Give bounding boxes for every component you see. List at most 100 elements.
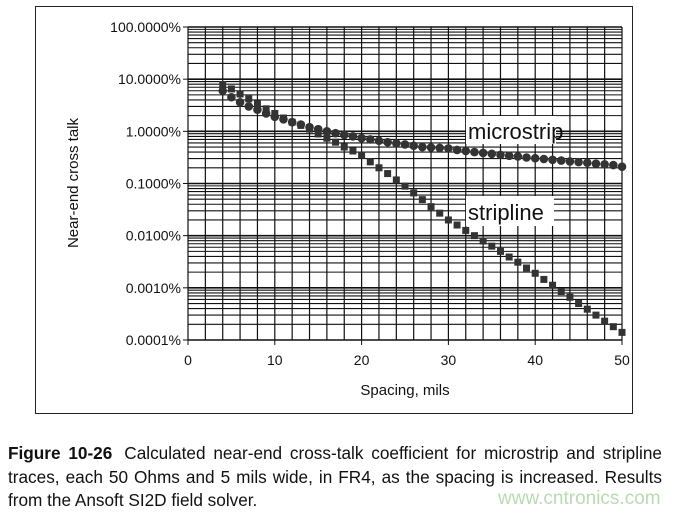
- stripline-point: [618, 328, 626, 336]
- microstrip-point: [496, 150, 505, 160]
- microstrip-point: [582, 158, 592, 168]
- stripline-point: [575, 300, 583, 308]
- x-tick-label: 20: [354, 352, 370, 368]
- stripline-point: [314, 130, 322, 138]
- microstrip-point: [478, 148, 488, 158]
- stripline-point: [514, 258, 522, 266]
- figure-caption: Figure 10-26 Calculated near-end cross-ta…: [8, 442, 662, 513]
- stripline-point: [557, 288, 565, 296]
- microstrip-point: [235, 98, 245, 107]
- stripline-label: stripline: [468, 200, 544, 225]
- stripline-point: [323, 134, 331, 142]
- stripline-point: [384, 170, 392, 178]
- data-marks: [218, 81, 627, 336]
- stripline-point: [297, 121, 305, 129]
- stripline-point: [453, 221, 461, 229]
- stripline-point: [340, 143, 348, 151]
- stripline-point: [549, 281, 557, 289]
- y-tick-label: 0.0010%: [126, 280, 181, 296]
- microstrip-point: [357, 133, 366, 143]
- stripline-point: [262, 105, 270, 113]
- stripline-point: [566, 293, 574, 301]
- microstrip-point: [556, 156, 566, 165]
- microstrip-label: microstrip: [468, 119, 563, 144]
- stripline-point: [279, 114, 287, 122]
- chart: 0.0001% 0.0010% 0.0100% 0.1000% 1.0000% 10.00…: [65, 19, 630, 399]
- stripline-point: [219, 81, 227, 89]
- microstrip-point: [591, 159, 601, 168]
- microstrip-point: [565, 157, 575, 166]
- microstrip-point: [409, 141, 418, 151]
- stripline-point: [531, 269, 539, 277]
- stripline-point: [253, 100, 261, 108]
- microstrip-point: [435, 143, 445, 153]
- stripline-point: [496, 247, 504, 255]
- microstrip-point: [322, 127, 332, 136]
- stripline-point: [366, 158, 374, 166]
- x-axis-label: Spacing, mils: [360, 382, 449, 399]
- stripline-point: [609, 323, 617, 331]
- stripline-point: [358, 151, 366, 159]
- watermark: www.cntronics.com: [498, 488, 661, 509]
- stripline-point: [583, 305, 591, 313]
- tick-labels: 0.0001% 0.0010% 0.0100% 0.1000% 1.0000% 10.00…: [110, 19, 630, 368]
- microstrip-point: [574, 157, 583, 167]
- x-tick-label: 40: [527, 352, 543, 368]
- microstrip-point: [392, 138, 401, 148]
- microstrip-point: [400, 140, 410, 149]
- caption-label: Figure 10-26: [8, 443, 113, 463]
- stripline-point: [271, 109, 279, 117]
- microstrip-point: [513, 152, 523, 161]
- stripline-point: [479, 237, 487, 245]
- stripline-point: [332, 138, 340, 146]
- microstrip-point: [339, 130, 349, 140]
- stripline-point: [540, 275, 548, 283]
- stripline-point: [436, 209, 444, 217]
- microstrip-point: [600, 160, 609, 169]
- stripline-point: [505, 253, 513, 261]
- x-tick-label: 50: [614, 352, 630, 368]
- stripline-point: [392, 176, 400, 184]
- stripline-point: [470, 232, 478, 240]
- microstrip-point: [522, 153, 531, 162]
- stripline-point: [349, 147, 357, 155]
- microstrip-point: [470, 147, 479, 157]
- y-tick-label: 0.0001%: [126, 332, 181, 348]
- microstrip-point: [504, 151, 514, 161]
- caption-text: Calculated near-end cross-talk coefficie…: [8, 443, 662, 510]
- stripline-point: [410, 189, 418, 197]
- microstrip-point: [539, 154, 549, 164]
- x-tick-label: 0: [184, 352, 192, 368]
- y-tick-label: 0.0100%: [126, 228, 181, 244]
- stripline-point: [418, 196, 426, 204]
- y-tick-label: 10.0000%: [118, 71, 181, 87]
- stripline-point: [227, 85, 235, 93]
- stripline-point: [523, 264, 531, 272]
- stripline-point: [306, 125, 314, 133]
- microstrip-point: [418, 142, 427, 152]
- microstrip-point: [383, 137, 392, 147]
- stripline-point: [444, 216, 452, 224]
- microstrip-point: [617, 162, 627, 171]
- stripline-point: [601, 317, 609, 325]
- stripline-point: [288, 118, 296, 126]
- microstrip-point: [253, 105, 262, 114]
- microstrip-point: [548, 155, 557, 165]
- microstrip-point: [227, 92, 236, 102]
- microstrip-point: [218, 86, 228, 96]
- microstrip-point: [426, 143, 436, 152]
- y-tick-label: 1.0000%: [126, 123, 181, 139]
- stripline-point: [375, 164, 383, 172]
- microstrip-point: [609, 160, 618, 170]
- x-tick-label: 10: [267, 352, 283, 368]
- y-tick-label: 0.1000%: [126, 176, 181, 192]
- microstrip-label-bg: [466, 116, 556, 144]
- microstrip-point: [331, 128, 340, 138]
- stripline-point: [245, 95, 253, 103]
- microstrip-point: [530, 153, 540, 163]
- microstrip-point: [461, 146, 471, 156]
- microstrip-point: [452, 145, 462, 155]
- x-tick-label: 30: [441, 352, 457, 368]
- microstrip-point: [365, 135, 375, 144]
- microstrip-point: [487, 149, 497, 159]
